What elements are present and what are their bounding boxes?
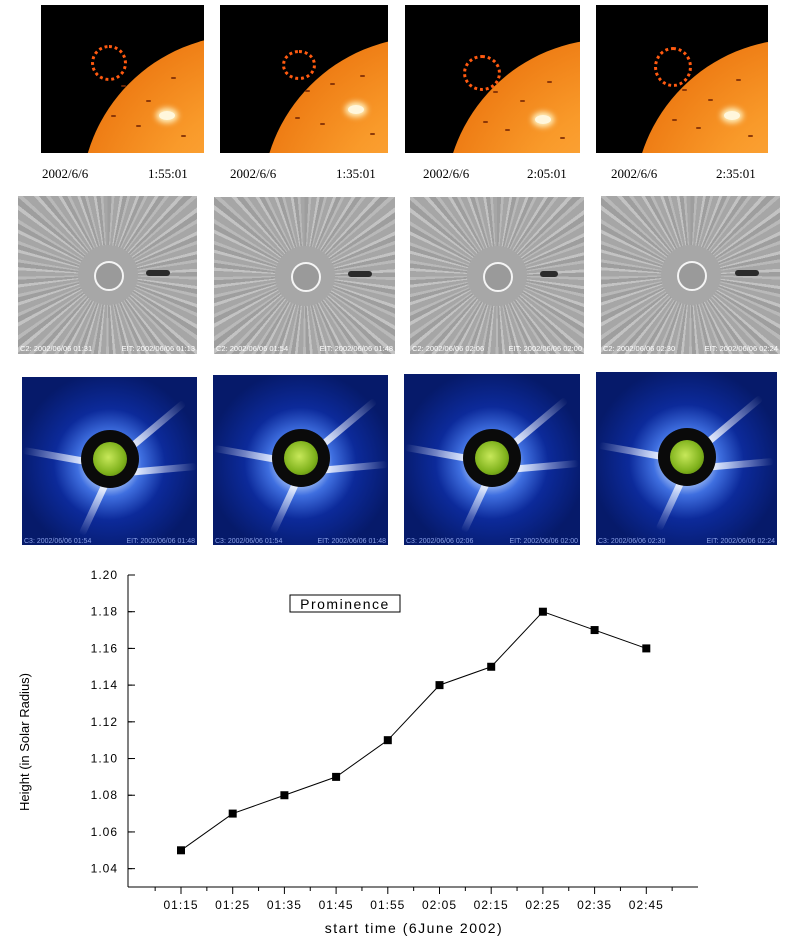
chart-axes xyxy=(127,574,698,894)
c2-image-1: C2: 2002/06/06 01:31 EIT: 2002/06/06 01:1… xyxy=(18,196,197,354)
data-point xyxy=(383,736,392,745)
x-tick-label: 01:25 xyxy=(215,898,250,912)
y-tick-label: 1.04 xyxy=(91,862,118,876)
euv-date-2: 2002/6/6 xyxy=(230,166,277,181)
chart-title-box xyxy=(289,594,401,613)
c2-label-1: C2: 2002/06/06 01:31 xyxy=(20,344,93,353)
euv-date-1: 2002/6/6 xyxy=(42,166,89,181)
c3-image-4: C3: 2002/06/06 02:30 EIT: 2002/06/06 02:2… xyxy=(596,372,777,545)
data-point xyxy=(280,791,289,800)
c3-label-1: C3: 2002/06/06 01:54 xyxy=(24,538,92,545)
x-tick-label: 01:55 xyxy=(370,898,405,912)
c3-eit-label-3: EIT: 2002/06/06 02:00 xyxy=(509,538,579,545)
y-tick-label: 1.08 xyxy=(91,788,118,802)
x-tick-label: 01:45 xyxy=(319,898,354,912)
x-tick-label: 02:35 xyxy=(577,898,612,912)
c2-label-4: C2: 2002/06/06 02:30 xyxy=(603,344,676,353)
x-tick-labels: 01:15 01:25 01:35 01:45 01:55 02:05 02:15 02:25… xyxy=(163,898,664,912)
c3-label-4: C3: 2002/06/06 02:30 xyxy=(598,538,666,545)
euv-date-3: 2002/6/6 xyxy=(423,166,470,181)
euv-image-1 xyxy=(41,5,204,153)
c2-image-4: C2: 2002/06/06 02:30 EIT: 2002/06/06 02:2… xyxy=(601,196,780,354)
euv-image-4 xyxy=(596,5,768,153)
y-tick-label: 1.06 xyxy=(91,825,118,839)
euv-image-2 xyxy=(220,5,388,153)
data-point xyxy=(177,846,185,855)
x-tick-label: 01:35 xyxy=(267,898,302,912)
y-tick-label: 1.12 xyxy=(91,715,118,729)
c2-eit-label-1: EIT: 2002/06/06 01:13 xyxy=(121,344,195,353)
data-point xyxy=(332,772,341,781)
series-points xyxy=(177,607,651,855)
c3-eit-label-4: EIT: 2002/06/06 02:24 xyxy=(706,538,776,545)
y-tick-label: 1.10 xyxy=(91,752,118,766)
c3-label-3: C3: 2002/06/06 02:06 xyxy=(406,538,474,545)
c2-image-3: C2: 2002/06/06 02:06 EIT: 2002/06/06 02:0… xyxy=(410,197,584,354)
c3-label-2: C3: 2002/06/06 01:54 xyxy=(215,538,283,545)
c3-eit-label-2: EIT: 2002/06/06 01:48 xyxy=(317,538,387,545)
y-axis-label: Height (in Solar Radius) xyxy=(17,673,32,811)
c2-eit-label-3: EIT: 2002/06/06 02:00 xyxy=(508,344,582,353)
data-point xyxy=(435,681,444,690)
euv-image-3 xyxy=(405,5,580,153)
y-tick-label: 1.20 xyxy=(91,568,118,582)
euv-time-1: 1:55:01 xyxy=(148,166,188,181)
y-tick-labels: 1.04 1.06 1.08 1.10 1.12 1.14 1.16 1.18 1.20 xyxy=(91,568,118,876)
x-tick-label: 02:05 xyxy=(422,898,457,912)
c3-image-1: C3: 2002/06/06 01:54 EIT: 2002/06/06 01:4… xyxy=(22,377,197,545)
data-point xyxy=(487,662,496,671)
series-line xyxy=(180,611,647,851)
y-tick-label: 1.14 xyxy=(91,678,118,692)
data-point xyxy=(590,626,599,635)
x-tick-label: 02:45 xyxy=(629,898,664,912)
c3-image-3: C3: 2002/06/06 02:06 EIT: 2002/06/06 02:0… xyxy=(404,374,580,545)
euv-time-2: 1:35:01 xyxy=(336,166,376,181)
c2-eit-label-4: EIT: 2002/06/06 02:24 xyxy=(704,344,778,353)
c3-image-2: C3: 2002/06/06 01:54 EIT: 2002/06/06 01:4… xyxy=(213,375,388,545)
x-tick-label: 02:15 xyxy=(474,898,509,912)
prominence-height-chart: 1.04 1.06 1.08 1.10 1.12 1.14 1.16 1.18 1.20 01:… xyxy=(17,568,698,936)
c2-label-3: C2: 2002/06/06 02:06 xyxy=(412,344,485,353)
y-tick-label: 1.18 xyxy=(91,605,118,619)
c2-image-2: C2: 2002/06/06 01:54 EIT: 2002/06/06 01:4… xyxy=(214,197,395,354)
x-tick-label: 02:25 xyxy=(525,898,560,912)
data-point xyxy=(642,644,651,653)
c2-eit-label-2: EIT: 2002/06/06 01:48 xyxy=(319,344,393,353)
data-point xyxy=(538,607,547,616)
euv-date-4: 2002/6/6 xyxy=(611,166,658,181)
c3-eit-label-1: EIT: 2002/06/06 01:48 xyxy=(126,538,196,545)
x-axis-label: start time (6June 2002) xyxy=(325,920,503,936)
euv-time-4: 2:35:01 xyxy=(716,166,756,181)
chart-title: Prominence xyxy=(300,596,390,612)
c2-label-2: C2: 2002/06/06 01:54 xyxy=(216,344,289,353)
euv-time-3: 2:05:01 xyxy=(527,166,567,181)
y-tick-label: 1.16 xyxy=(91,641,118,655)
data-point xyxy=(228,809,237,818)
x-tick-label: 01:15 xyxy=(163,898,198,912)
